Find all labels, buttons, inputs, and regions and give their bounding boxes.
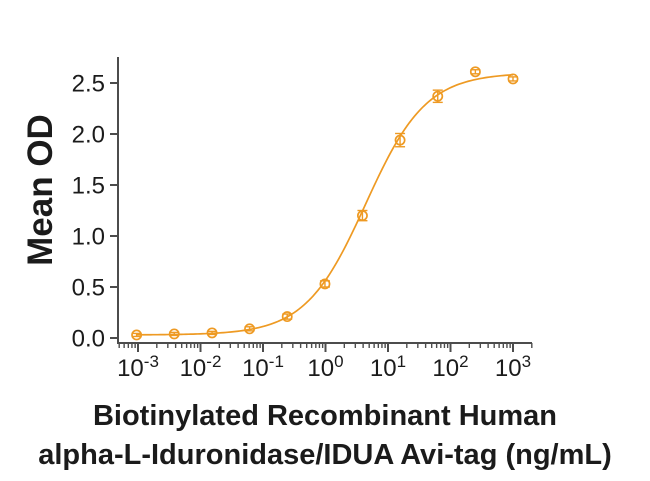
y-tick-label: 0.5 [72, 275, 105, 302]
data-point-marker [281, 311, 293, 323]
x-tick-label: 10-3 [117, 352, 159, 382]
fit-curve [136, 73, 514, 336]
x-tick-label: 103 [495, 352, 531, 382]
x-tick-label: 102 [432, 352, 468, 382]
data-point-marker [244, 323, 256, 335]
x-axis-title-line-2: alpha-L-Iduronidase/IDUA Avi-tag (ng/mL) [38, 439, 612, 471]
x-tick-label: 10-1 [242, 352, 284, 382]
x-axis-title-line-1: Biotinylated Recombinant Human [92, 400, 558, 432]
y-tick-label: 0.0 [72, 326, 105, 353]
x-tick-label: 10-2 [180, 352, 222, 382]
x-axis-title: Biotinylated Recombinant Human alpha-L-I… [0, 397, 650, 475]
y-tick-label: 1.5 [72, 173, 105, 200]
data-point-marker [469, 66, 481, 78]
x-tick-label: 100 [307, 352, 343, 382]
x-tick-label: 101 [370, 352, 406, 382]
y-tick-label: 2.0 [72, 122, 105, 149]
data-point-marker [394, 134, 406, 146]
data-point-marker [507, 73, 519, 85]
axis-lines [117, 57, 532, 344]
data-point-marker [131, 329, 143, 341]
data-point-marker [206, 327, 218, 339]
data-point-marker [168, 328, 180, 340]
data-point-marker [432, 90, 444, 102]
data-point-marker [319, 278, 331, 290]
y-tick-label: 1.0 [72, 224, 105, 251]
y-tick-label: 2.5 [72, 71, 105, 98]
data-point-marker [356, 210, 368, 222]
